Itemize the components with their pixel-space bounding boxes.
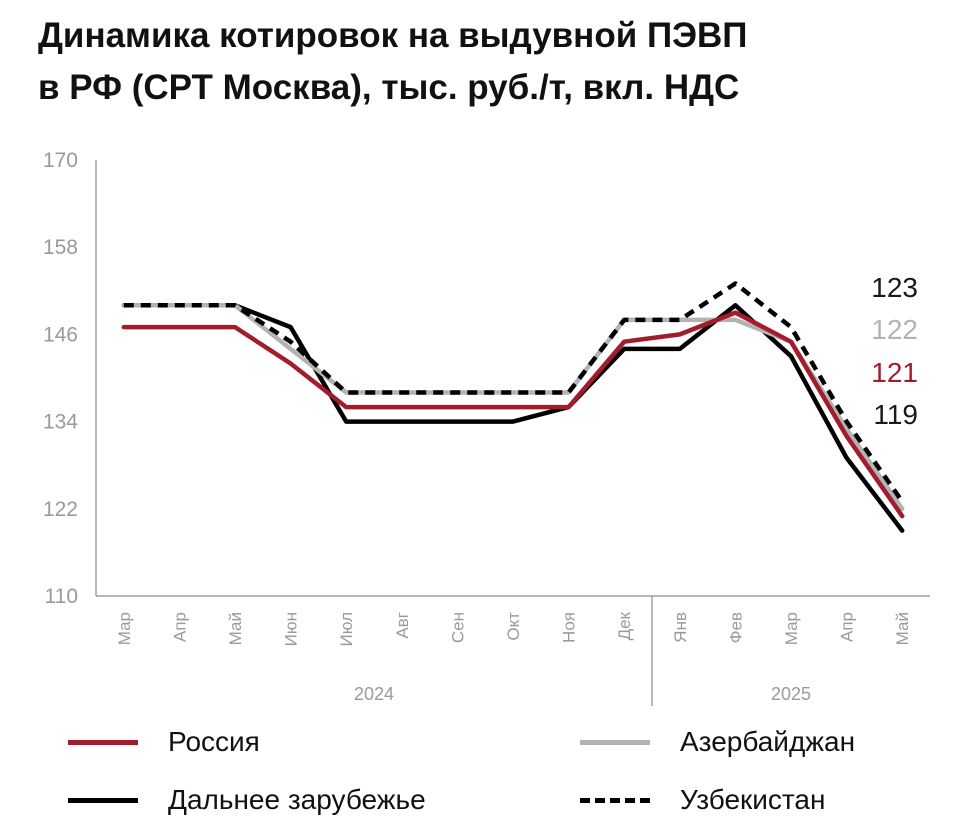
end-value-label: 119 — [873, 399, 918, 430]
x-tick-label: Июл — [337, 612, 356, 647]
series-line-far-abroad — [121, 303, 905, 533]
year-label: 2024 — [354, 684, 394, 704]
x-tick-label: Окт — [504, 612, 523, 641]
x-tick-label: Мар — [115, 612, 134, 645]
x-tick-label: Янв — [671, 612, 690, 643]
y-tick-label: 158 — [43, 236, 78, 259]
legend-swatch-russia — [68, 740, 138, 745]
y-tick-label: 170 — [43, 149, 78, 172]
x-tick-label: Фев — [726, 612, 745, 643]
y-tick-label: 122 — [43, 498, 78, 521]
series-line-russia — [121, 310, 905, 519]
x-tick-label: Авг — [393, 612, 412, 639]
y-tick-label: 110 — [45, 585, 78, 608]
legend-label-russia: Россия — [168, 726, 260, 757]
chart-title-line-1: Динамика котировок на выдувной ПЭВП — [38, 16, 748, 55]
x-tick-label: Сен — [448, 612, 467, 643]
y-tick-label: 134 — [43, 411, 78, 434]
x-tick-label: Апр — [838, 612, 857, 642]
end-value-label: 121 — [871, 357, 918, 388]
legend-label-uzbekistan: Узбекистан — [680, 784, 826, 815]
legend-swatch-azerbaijan — [580, 740, 650, 745]
legend-swatch-far-abroad — [68, 798, 138, 803]
legend-label-azerbaijan: Азербайджан — [680, 726, 856, 757]
chart-title: Динамика котировок на выдувной ПЭВП в РФ… — [38, 10, 938, 114]
x-tick-label: Июн — [282, 612, 301, 646]
x-tick-label: Май — [226, 612, 245, 645]
end-value-label: 122 — [871, 314, 918, 345]
x-tick-label: Май — [893, 612, 912, 645]
chart-title-line-2: в РФ (СРТ Москва), тыс. руб./т, вкл. НДС — [38, 68, 740, 107]
x-tick-label: Дек — [615, 611, 634, 640]
y-tick-label: 146 — [43, 323, 78, 346]
x-tick-label: Ноя — [560, 612, 579, 643]
end-value-label: 123 — [871, 272, 918, 303]
series-line-uzbekistan — [123, 281, 905, 503]
x-tick-label: Мар — [782, 612, 801, 645]
legend-label-far-abroad: Дальнее зарубежье — [168, 784, 426, 815]
legend-swatch-uzbekistan — [580, 798, 650, 803]
year-label: 2025 — [771, 684, 811, 704]
x-tick-label: Апр — [170, 612, 189, 642]
